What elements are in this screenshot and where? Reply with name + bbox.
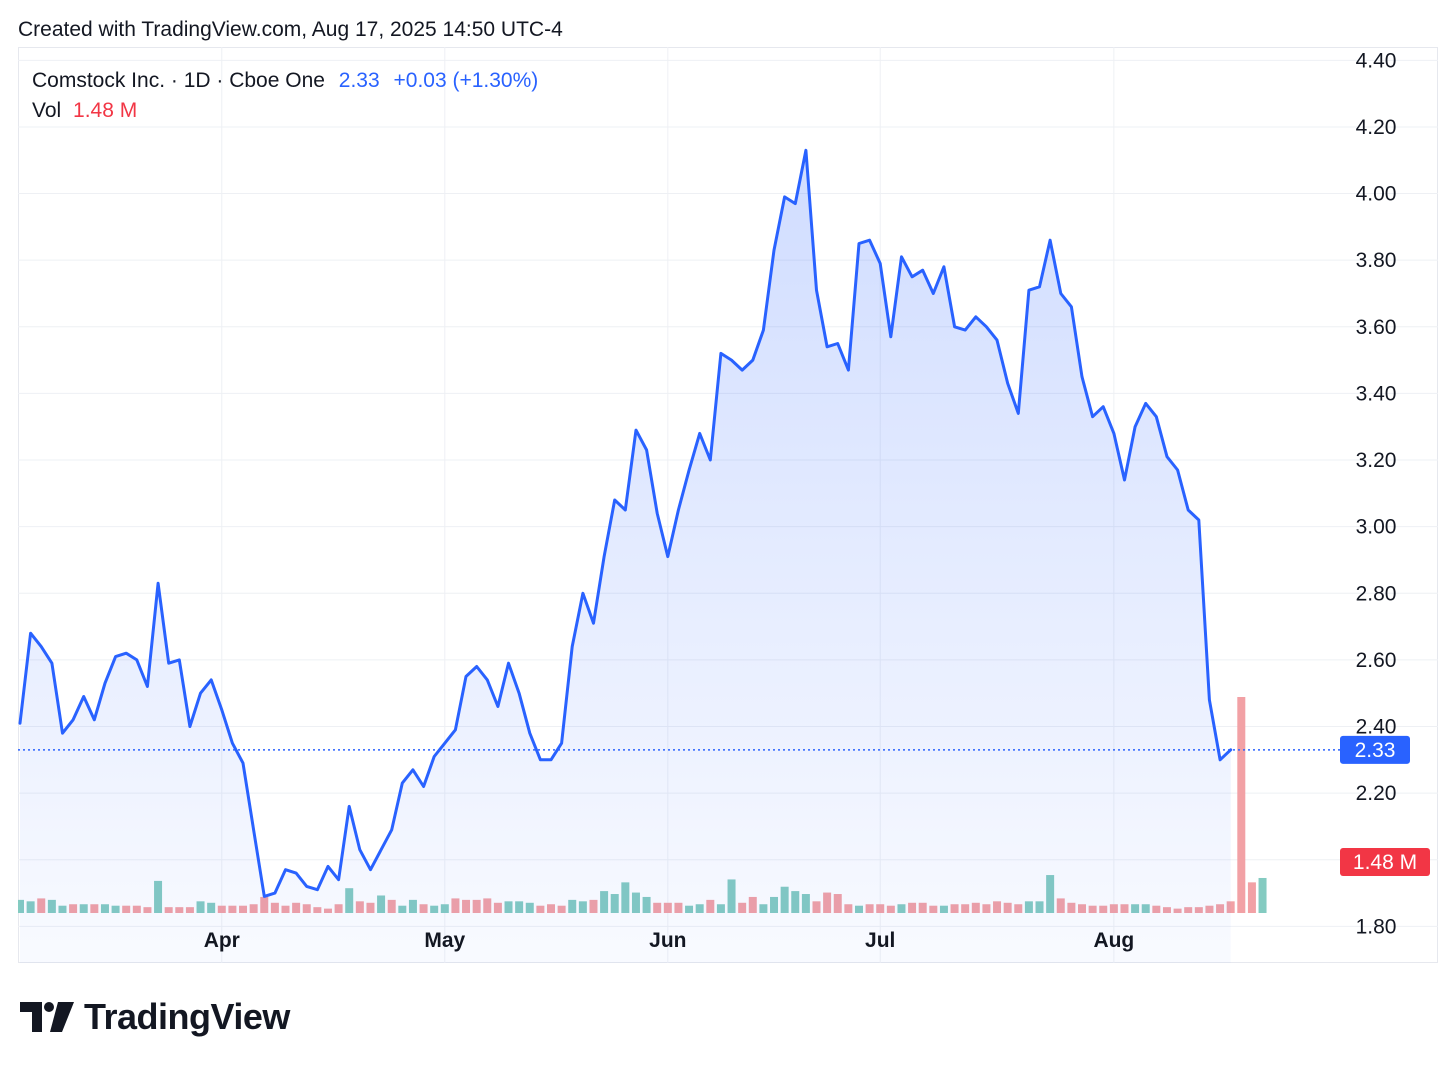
price-tick-label: 2.20 (1356, 782, 1397, 805)
tradingview-logo-icon (20, 1002, 74, 1032)
price-tick-label: 4.20 (1356, 116, 1397, 139)
price-tick-label: 3.80 (1356, 249, 1397, 272)
axis-badges: 2.33 1.48 M (1340, 735, 1430, 876)
price-tick-label: 1.80 (1356, 915, 1397, 938)
chart-legend: Comstock Inc. · 1D · Cboe One 2.33 +0.03… (32, 66, 538, 126)
price-tick-label: 4.00 (1356, 183, 1397, 206)
volume-badge-label: 1.48 M (1353, 851, 1417, 874)
price-change-value: +0.03 (+1.30%) (393, 69, 539, 92)
price-tick-label: 2.40 (1356, 716, 1397, 739)
time-tick-label: Apr (204, 929, 240, 952)
price-area-fill (20, 150, 1231, 963)
price-tick-label: 3.00 (1356, 516, 1397, 539)
time-tick-label: Aug (1093, 929, 1134, 952)
price-chart[interactable]: 4.40 4.20 4.00 3.80 3.60 3.40 3.20 3.00 2.80 2.60… (18, 47, 1438, 963)
volume-label: Vol (32, 99, 62, 122)
price-tick-label: 2.60 (1356, 649, 1397, 672)
last-price-value: 2.33 (338, 69, 380, 92)
volume-bar (1247, 882, 1256, 913)
price-tick-label: 3.40 (1356, 382, 1397, 405)
volume-badge (1340, 848, 1430, 876)
time-tick-label: Jul (865, 929, 895, 952)
created-with-text: Created with TradingView.com, Aug 17, 20… (18, 18, 563, 41)
brand-name: TradingView (84, 996, 290, 1037)
last-price-badge (1340, 735, 1410, 764)
price-tick-label: 3.20 (1356, 449, 1397, 472)
price-line (18, 148, 1233, 898)
volume-bar (1258, 877, 1267, 913)
price-tick-label: 4.40 (1356, 49, 1397, 72)
price-tick-label: 3.60 (1356, 316, 1397, 339)
price-axis: 4.40 4.20 4.00 3.80 3.60 3.40 3.20 3.00 2.80 2.60… (1356, 49, 1397, 938)
time-axis: Apr May Jun Jul Aug (204, 929, 1135, 952)
last-price-badge-label: 2.33 (1355, 739, 1396, 762)
time-tick-label: Jun (649, 929, 686, 952)
time-tick-label: May (424, 929, 465, 952)
symbol-description: Comstock Inc. · 1D · Cboe One (32, 69, 325, 92)
volume-bar (1237, 697, 1246, 913)
price-tick-label: 2.80 (1356, 582, 1397, 605)
volume-value: 1.48 M (73, 99, 138, 122)
tradingview-brand[interactable]: TradingView (20, 996, 290, 1038)
